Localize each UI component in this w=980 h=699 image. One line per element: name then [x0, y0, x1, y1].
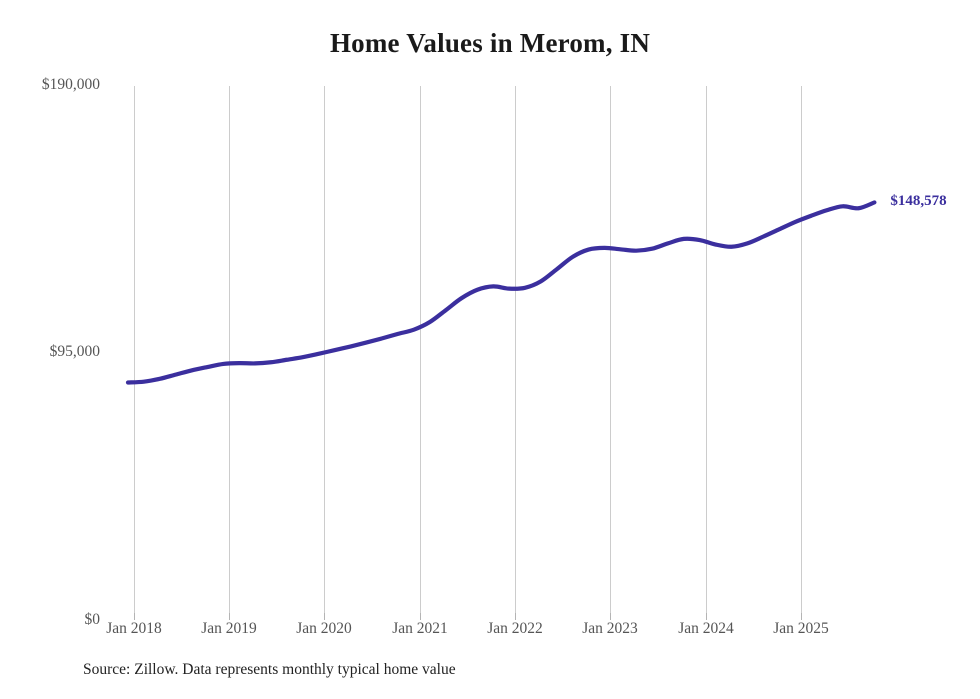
end-value-annotation: $148,578 [890, 193, 947, 210]
gridline-jan-2019 [229, 86, 230, 620]
ytick-label: $95,000 [49, 343, 100, 360]
ytick-190000: $190,000 [0, 76, 100, 96]
gridline-jan-2023 [610, 86, 611, 620]
xtick-label-jan-2019: Jan 2019 [201, 620, 257, 637]
tickmark-jan-2021 [420, 613, 421, 620]
ytick-0: $0 [0, 611, 101, 631]
xtick-label-jan-2025: Jan 2025 [773, 620, 829, 637]
tickmark-jan-2022 [515, 613, 516, 620]
tickmark-jan-2023 [610, 613, 611, 620]
ytick-label: $190,000 [41, 76, 100, 93]
gridline-jan-2022 [515, 86, 516, 620]
tickmark-jan-2020 [324, 613, 325, 620]
tickmark-jan-2018 [134, 613, 135, 620]
gridline-jan-2018 [134, 86, 135, 620]
tickmark-jan-2019 [229, 613, 230, 620]
tickmark-jan-2024 [706, 613, 707, 620]
xtick-label-jan-2018: Jan 2018 [106, 620, 162, 637]
ytick-95000: $95,000 [0, 343, 100, 363]
source-note: Source: Zillow. Data represents monthly … [83, 661, 456, 678]
xtick-label-jan-2021: Jan 2021 [392, 620, 448, 637]
xtick-label-jan-2022: Jan 2022 [487, 620, 543, 637]
gridline-jan-2024 [706, 86, 707, 620]
tickmark-jan-2025 [801, 613, 802, 620]
xtick-label-jan-2024: Jan 2024 [678, 620, 734, 637]
xtick-label-jan-2023: Jan 2023 [582, 620, 638, 637]
gridline-jan-2021 [420, 86, 421, 620]
gridline-jan-2025 [801, 86, 802, 620]
page-title: Home Values in Merom, IN [329, 28, 651, 58]
xtick-label-jan-2020: Jan 2020 [296, 620, 352, 637]
ytick-label: $0 [84, 611, 101, 628]
